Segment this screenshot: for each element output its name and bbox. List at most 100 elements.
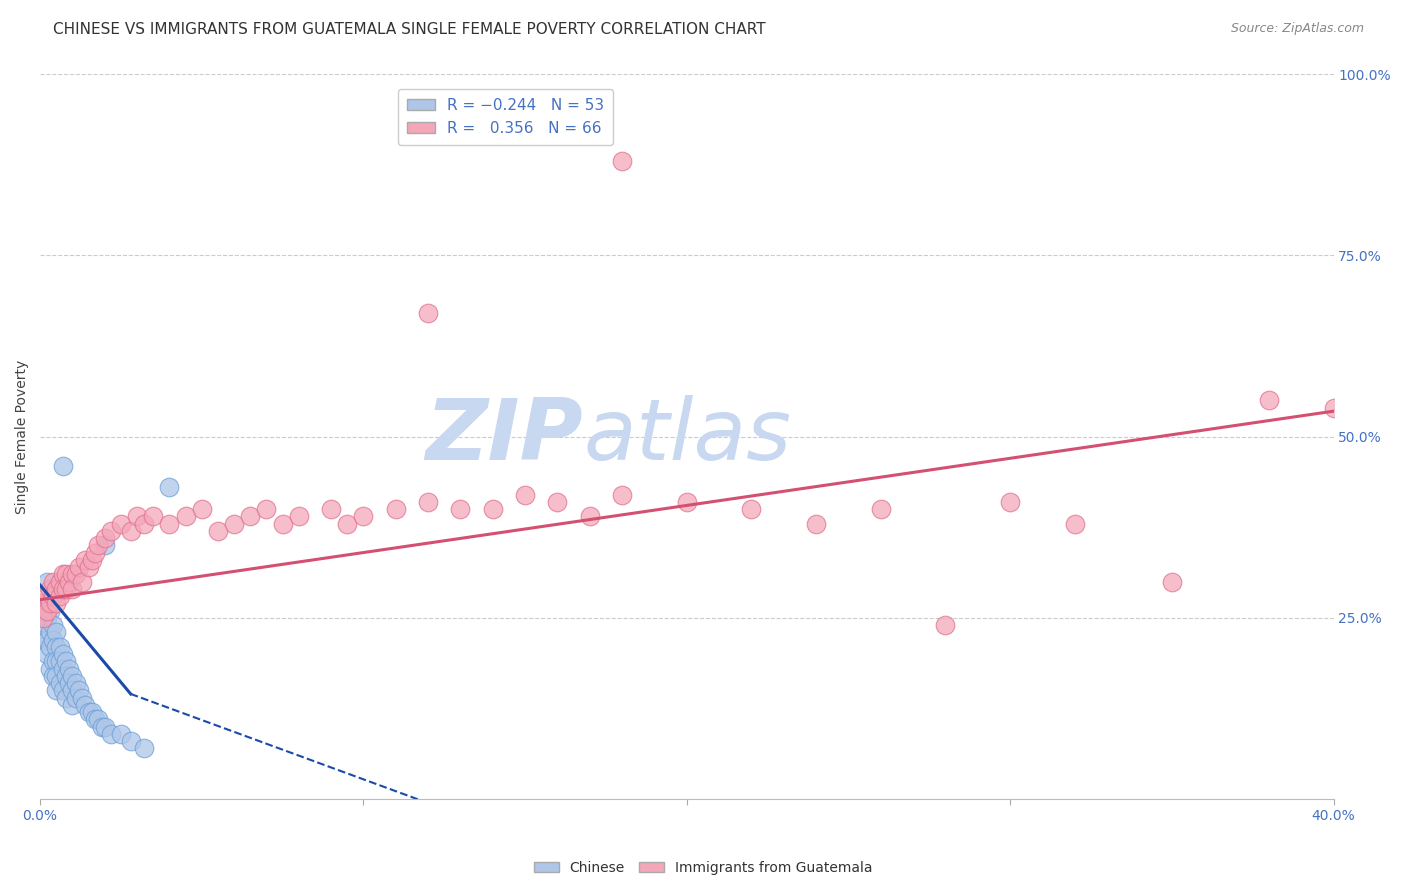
Point [45,669,67,683]
Point [256,502,278,516]
Point [804,516,827,531]
Point [58,574,80,589]
Point [100,727,122,741]
Point [48,654,70,668]
Point [32,596,55,610]
Point [45,596,67,610]
Point [94,531,117,545]
Legend: Chinese, Immigrants from Guatemala: Chinese, Immigrants from Guatemala [529,855,877,880]
Point [84,545,107,559]
Point [385,502,408,516]
Point [675,495,697,509]
Point [42,654,65,668]
Point [132,741,155,756]
Point [174,509,197,524]
Point [321,502,343,516]
Point [48,640,70,654]
Point [110,516,132,531]
Point [52,683,75,698]
Point [132,516,155,531]
Point [87,538,110,552]
Point [38,662,60,676]
Point [120,734,142,748]
Text: atlas: atlas [583,395,792,478]
Point [48,574,70,589]
Point [191,502,214,516]
Point [58,662,80,676]
Point [1322,401,1344,415]
Point [38,582,60,596]
Point [55,654,77,668]
Point [70,690,93,705]
Point [62,582,84,596]
Point [998,495,1021,509]
Point [67,683,90,698]
Point [142,509,165,524]
Point [75,698,97,712]
Point [38,603,60,617]
Point [42,669,65,683]
Point [110,727,132,741]
Point [120,524,142,538]
Point [38,625,60,640]
Point [35,611,58,625]
Point [65,676,87,690]
Point [52,458,75,473]
Point [58,676,80,690]
Point [45,654,67,668]
Point [65,567,87,582]
Point [35,596,58,610]
Text: ZIP: ZIP [426,395,583,478]
Point [159,480,181,494]
Point [1063,516,1085,531]
Point [42,589,65,603]
Point [224,516,246,531]
Point [418,495,440,509]
Point [87,712,110,726]
Point [84,712,107,726]
Point [100,524,122,538]
Point [65,690,87,705]
Point [48,676,70,690]
Point [288,509,311,524]
Point [55,567,77,582]
Point [869,502,891,516]
Point [42,632,65,647]
Point [45,582,67,596]
Text: CHINESE VS IMMIGRANTS FROM GUATEMALA SINGLE FEMALE POVERTY CORRELATION CHART: CHINESE VS IMMIGRANTS FROM GUATEMALA SIN… [53,22,766,37]
Point [32,611,55,625]
Point [45,640,67,654]
Point [32,596,55,610]
Point [35,647,58,661]
Legend: R = −0.244   N = 53, R =   0.356   N = 66: R = −0.244 N = 53, R = 0.356 N = 66 [398,89,613,145]
Point [38,640,60,654]
Point [610,154,633,169]
Point [127,509,149,524]
Point [80,553,103,567]
Point [934,618,956,632]
Point [55,690,77,705]
Y-axis label: Single Female Poverty: Single Female Poverty [15,359,30,514]
Point [62,698,84,712]
Point [52,567,75,582]
Point [90,720,112,734]
Point [80,705,103,719]
Point [513,487,536,501]
Point [38,596,60,610]
Point [239,509,262,524]
Point [1160,574,1182,589]
Point [207,524,229,538]
Point [353,509,375,524]
Point [94,720,117,734]
Point [45,683,67,698]
Point [32,618,55,632]
Point [35,589,58,603]
Point [159,516,181,531]
Text: Source: ZipAtlas.com: Source: ZipAtlas.com [1230,22,1364,36]
Point [42,574,65,589]
Point [52,662,75,676]
Point [77,705,100,719]
Point [70,574,93,589]
Point [45,625,67,640]
Point [1257,393,1279,408]
